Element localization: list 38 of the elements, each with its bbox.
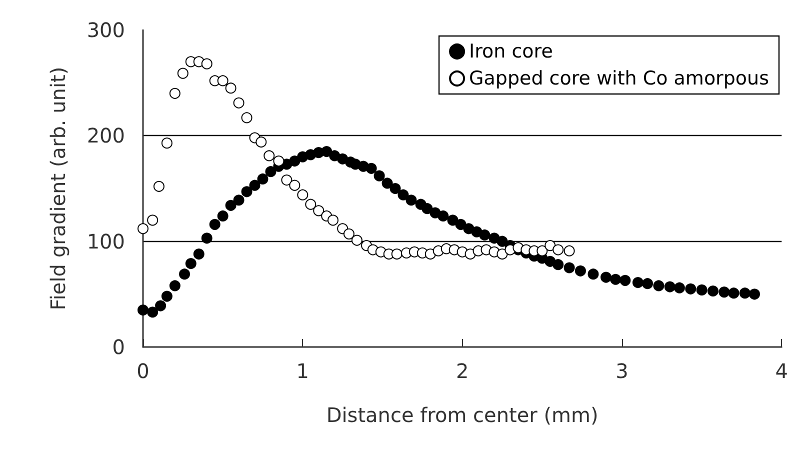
legend-label: Iron core bbox=[469, 40, 553, 62]
point bbox=[201, 58, 212, 70]
point bbox=[161, 138, 172, 149]
point bbox=[256, 136, 267, 148]
point bbox=[305, 198, 316, 210]
y-tick-label: 0 bbox=[112, 335, 125, 359]
point bbox=[264, 150, 275, 162]
point bbox=[138, 223, 148, 234]
x-axis-title: Distance from center (mm) bbox=[326, 403, 598, 427]
y-tick-label: 100 bbox=[86, 229, 125, 254]
point bbox=[391, 248, 402, 260]
point bbox=[217, 75, 228, 86]
point bbox=[177, 68, 188, 79]
y-axis-title: Field gradient (arb. unit) bbox=[46, 66, 70, 310]
point bbox=[289, 180, 300, 191]
point bbox=[351, 234, 362, 246]
point bbox=[153, 180, 164, 192]
x-tick-label: 1 bbox=[296, 359, 310, 383]
point bbox=[496, 248, 508, 260]
legend-label: Gapped core with Co amorpous bbox=[469, 68, 770, 90]
y-tick-label: 200 bbox=[86, 124, 125, 148]
x-tick-label: 4 bbox=[775, 359, 788, 383]
point bbox=[328, 214, 338, 226]
point bbox=[564, 245, 575, 256]
point bbox=[241, 112, 252, 124]
point bbox=[273, 156, 284, 167]
point bbox=[147, 214, 158, 226]
x-tick-label: 0 bbox=[136, 359, 150, 383]
point bbox=[169, 88, 180, 99]
point bbox=[343, 228, 354, 240]
point bbox=[536, 245, 548, 256]
x-tick-label: 2 bbox=[456, 359, 469, 383]
point bbox=[225, 82, 236, 94]
point bbox=[552, 244, 564, 256]
point bbox=[233, 97, 244, 108]
x-tick-label: 3 bbox=[616, 359, 628, 383]
point bbox=[297, 189, 308, 200]
y-tick-label: 300 bbox=[86, 18, 125, 42]
